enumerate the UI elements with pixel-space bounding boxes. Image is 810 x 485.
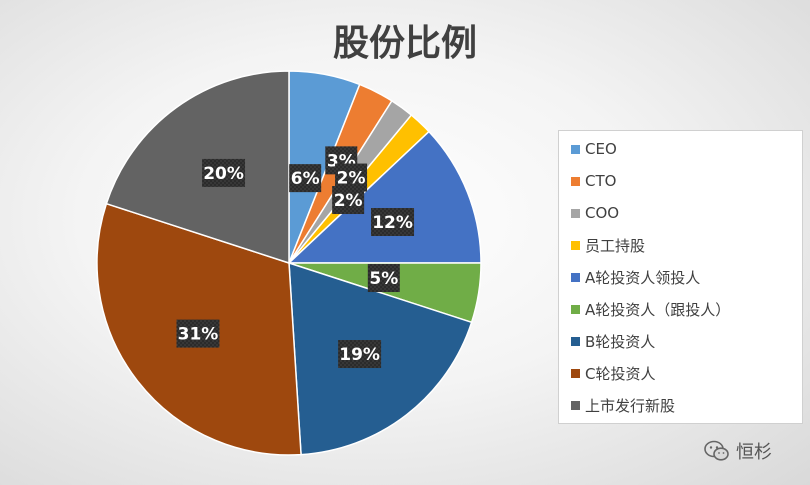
data-label-text: 31% xyxy=(178,325,219,345)
data-label-text: 6% xyxy=(291,169,320,189)
data-label-9: 20% xyxy=(202,158,246,187)
data-label-1: 6% xyxy=(289,164,322,193)
chart-legend: CEO CTO COO 员工持股 A轮投资人领投人 A轮投资人（跟投人） B轮投资人 C轮投资… xyxy=(558,130,803,424)
legend-label: A轮投资人（跟投人） xyxy=(585,300,731,319)
legend-swatch xyxy=(571,400,580,410)
legend-swatch xyxy=(571,272,580,282)
legend-swatch xyxy=(571,368,580,378)
data-label-4: 2% xyxy=(332,186,365,215)
legend-item: COO xyxy=(571,201,619,225)
data-label-box xyxy=(176,319,220,348)
legend-item: A轮投资人（跟投人） xyxy=(571,297,730,321)
legend-swatch xyxy=(571,304,580,314)
legend-label: COO xyxy=(585,204,620,222)
pie-slice-9 xyxy=(105,70,290,265)
legend-label: 员工持股 xyxy=(585,236,646,255)
legend-swatch xyxy=(571,208,580,218)
data-label-text: 20% xyxy=(203,164,244,184)
legend-label: 上市发行新股 xyxy=(585,396,676,415)
watermark-text: 恒杉 xyxy=(736,442,772,463)
data-label-box xyxy=(338,340,382,369)
data-label-box xyxy=(202,158,246,187)
legend-item: B轮投资人 xyxy=(571,329,655,353)
data-label-6: 5% xyxy=(367,264,400,293)
data-label-text: 5% xyxy=(369,269,398,289)
legend-label: A轮投资人领投人 xyxy=(585,268,701,287)
data-label-box xyxy=(367,264,400,293)
data-label-text: 2% xyxy=(334,191,363,211)
data-label-box xyxy=(332,186,365,215)
data-label-box xyxy=(289,164,322,193)
data-label-7: 19% xyxy=(338,340,382,369)
legend-label: CTO xyxy=(585,172,617,190)
legend-label: C轮投资人 xyxy=(585,364,656,383)
data-label-text: 19% xyxy=(339,345,380,365)
data-label-5: 12% xyxy=(371,208,415,237)
legend-label: B轮投资人 xyxy=(585,332,656,351)
legend-label: CEO xyxy=(585,140,617,158)
legend-item: CTO xyxy=(571,169,616,193)
legend-item: 上市发行新股 xyxy=(571,393,675,417)
legend-swatch xyxy=(571,336,580,346)
watermark: 恒杉 xyxy=(704,438,772,464)
data-label-text: 2% xyxy=(337,169,366,189)
legend-swatch xyxy=(571,176,580,186)
pie-slice-5 xyxy=(287,130,482,264)
legend-item: A轮投资人领投人 xyxy=(571,265,700,289)
legend-swatch xyxy=(571,240,580,250)
legend-swatch xyxy=(571,144,580,154)
data-label-8: 31% xyxy=(176,319,220,348)
legend-item: 员工持股 xyxy=(571,233,645,257)
data-label-box xyxy=(371,208,415,237)
legend-item: C轮投资人 xyxy=(571,361,655,385)
chart-title: 股份比例 xyxy=(332,23,477,64)
wechat-icon xyxy=(704,440,729,461)
data-label-text: 12% xyxy=(372,213,413,233)
legend-item: CEO xyxy=(571,137,617,161)
